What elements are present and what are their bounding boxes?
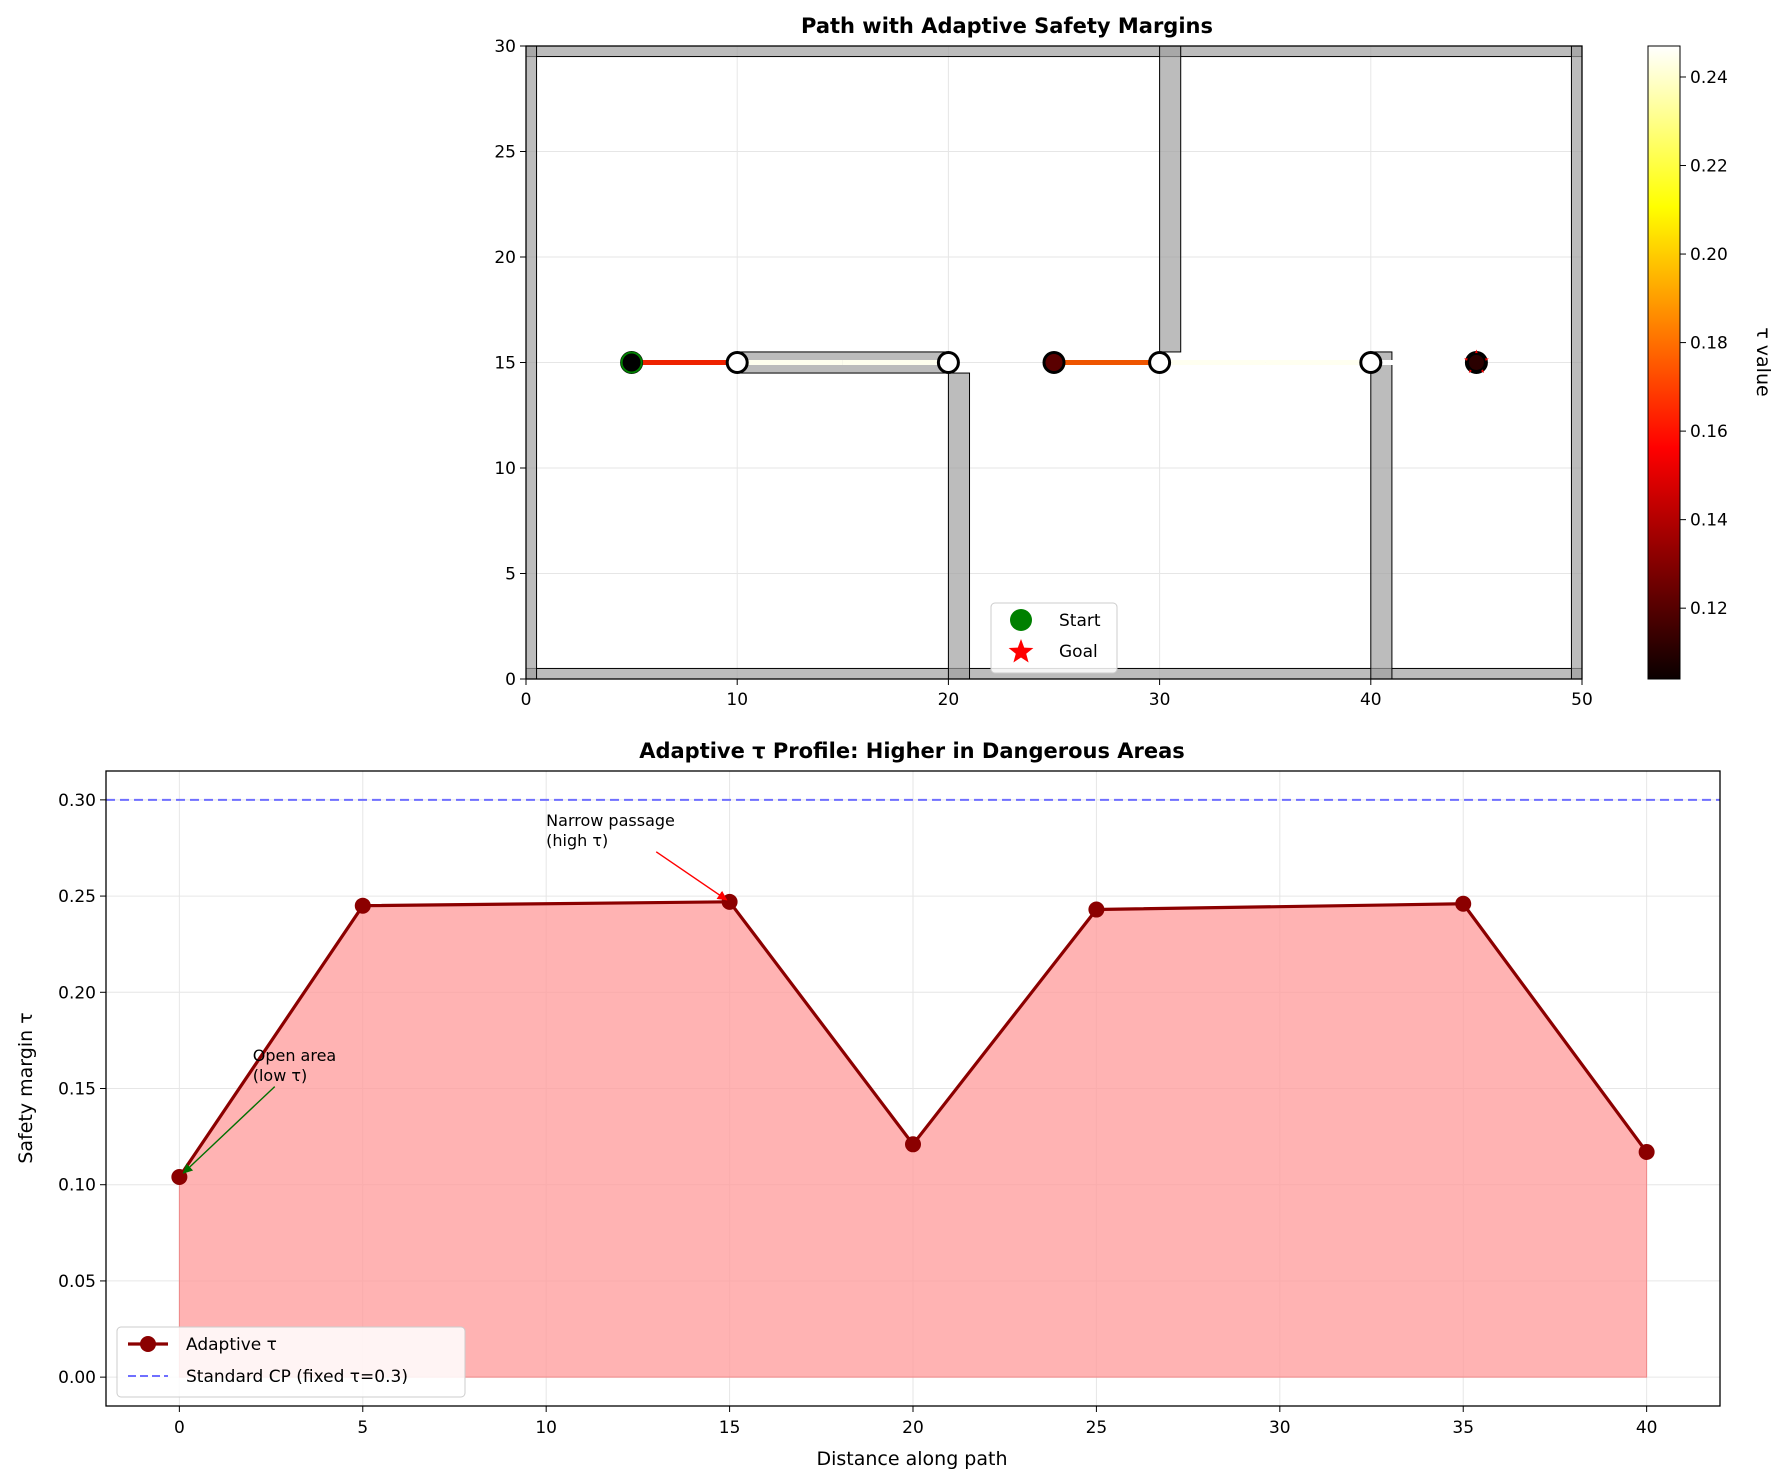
profile-x-tick-label: 40 [1636,1418,1658,1438]
map-y-tick-label: 15 [494,354,516,374]
waypoint-marker [725,351,749,374]
map-x-ticks: 0 10 20 30 40 50 [521,679,1593,710]
colorbar-tick-label: 0.18 [1690,334,1728,354]
map-y-tick-label: 30 [494,37,516,57]
map-x-tick-label: 30 [1149,690,1171,710]
colorbar-tick-label: 0.24 [1690,68,1728,88]
colorbar: 0.12 0.14 0.16 0.18 0.20 0.22 0.24 τ value [1647,45,1774,680]
profile-x-tick-label: 20 [902,1418,924,1438]
map-legend: Start Goal [990,602,1118,674]
annotation-text: Open area [253,1046,337,1065]
obstacle-wall [1370,351,1393,680]
waypoint-marker [1148,351,1172,374]
map-x-tick-label: 50 [1571,690,1593,710]
adaptive-legend-marker [140,1336,156,1352]
adaptive-legend-label: Adaptive τ [186,1335,277,1355]
profile-y-tick-label: 0.15 [58,1080,96,1100]
profile-y-tick-label: 0.20 [58,983,96,1003]
colorbar-tick-label: 0.22 [1690,157,1728,177]
profile-x-tick-label: 0 [174,1418,185,1438]
goal-legend-icon [1008,639,1034,663]
waypoint-marker [1359,351,1383,374]
adaptive-tau-point [1638,1144,1655,1160]
tau-profile-panel: Adaptive τ Profile: Higher in Dangerous … [15,739,1721,1470]
annotation-arrow [655,851,728,901]
start-legend-label: Start [1059,611,1101,631]
adaptive-tau-point [354,897,371,914]
annotation-arrow [182,1086,276,1174]
profile-x-ticks: 0 5 10 15 20 25 30 35 40 [174,1406,1658,1438]
map-y-ticks: 0 5 10 15 20 25 30 [494,37,526,690]
colorbar-gradient [1647,45,1681,680]
colorbar-tick-label: 0.12 [1690,599,1728,619]
standard-legend-label: Standard CP (fixed τ=0.3) [186,1367,408,1387]
map-y-tick-label: 20 [494,248,516,268]
goal-waypoint-overlay [1466,353,1486,372]
profile-y-tick-label: 0.30 [58,791,96,811]
colorbar-tick-label: 0.20 [1690,245,1728,265]
map-x-tick-label: 0 [521,690,532,710]
obstacle-wall [1159,45,1182,353]
map-y-tick-label: 0 [505,670,516,690]
start-waypoint-overlay [622,353,641,372]
profile-y-tick-label: 0.10 [58,1176,96,1196]
obstacle-wall [525,45,538,680]
profile-y-tick-label: 0.25 [58,887,96,907]
annotation-text: Narrow passage [546,811,675,830]
path-map-panel: Path with Adaptive Safety Margins 0 10 20 3… [494,14,1774,710]
colorbar-ticks: 0.12 0.14 0.16 0.18 0.20 0.22 0.24 [1680,68,1728,619]
colorbar-label: τ value [1752,327,1774,396]
waypoint-marker [1042,351,1066,374]
profile-y-label: Safety margin τ [15,1012,37,1163]
profile-x-tick-label: 35 [1452,1418,1474,1438]
obstacle-wall [525,45,1583,58]
map-x-tick-label: 10 [726,690,748,710]
map-y-tick-label: 5 [505,565,516,585]
profile-x-tick-label: 5 [357,1418,368,1438]
profile-x-label: Distance along path [816,1448,1007,1470]
obstacle-wall [1570,45,1583,680]
adaptive-tau-point [905,1136,921,1153]
profile-x-tick-label: 25 [1086,1418,1108,1438]
obstacle-wall [947,372,971,680]
profile-y-ticks: 0.00 0.05 0.10 0.15 0.20 0.25 0.30 [58,791,106,1388]
profile-legend-box [116,1326,466,1398]
map-x-tick-label: 20 [938,690,960,710]
goal-legend-label: Goal [1059,642,1098,662]
profile-legend: Adaptive τ Standard CP (fixed τ=0.3) [116,1326,466,1398]
profile-x-tick-label: 10 [535,1418,557,1438]
profile-x-tick-label: 30 [1269,1418,1291,1438]
map-x-tick-label: 40 [1360,690,1382,710]
adaptive-tau-point [1455,895,1472,912]
map-y-tick-label: 25 [494,143,516,163]
map-y-tick-label: 10 [494,459,516,479]
map-title: Path with Adaptive Safety Margins [801,14,1213,38]
colorbar-tick-label: 0.14 [1690,511,1728,531]
profile-y-tick-label: 0.05 [58,1272,96,1292]
profile-y-tick-label: 0.00 [58,1368,96,1388]
adaptive-tau-point [1088,901,1105,918]
waypoint-marker [936,351,960,374]
annotation-text: (low τ) [253,1066,308,1085]
annotations: Narrow passage(high τ) Open area(low τ) [182,811,728,1174]
profile-x-tick-label: 15 [719,1418,741,1438]
annotation-text: (high τ) [546,831,608,850]
colorbar-tick-label: 0.16 [1690,422,1728,442]
adaptive-tau-point [721,893,738,910]
start-legend-icon [1010,609,1032,631]
profile-title: Adaptive τ Profile: Higher in Dangerous … [639,739,1185,763]
start-goal-markers [620,349,1489,374]
